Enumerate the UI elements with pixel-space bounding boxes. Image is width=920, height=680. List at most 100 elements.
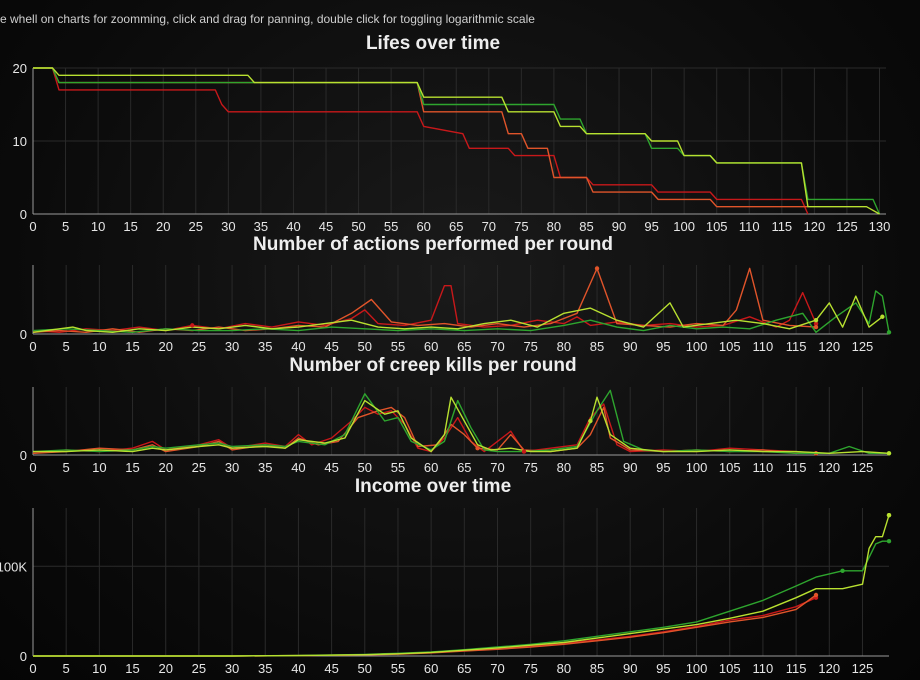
x-tick-label: 105 <box>719 339 741 354</box>
x-tick-label: 20 <box>158 339 172 354</box>
x-tick-label: 100 <box>673 219 695 234</box>
x-tick-label: 50 <box>351 219 365 234</box>
x-tick-label: 50 <box>358 661 372 676</box>
x-tick-label: 65 <box>457 661 471 676</box>
x-tick-label: 10 <box>92 460 106 475</box>
x-tick-label: 60 <box>424 339 438 354</box>
y-tick-label: 10 <box>13 134 27 149</box>
series-line-1 <box>32 267 817 333</box>
y-tick-label: 0 <box>20 207 27 222</box>
x-tick-label: 45 <box>319 219 333 234</box>
x-tick-label: 50 <box>358 339 372 354</box>
x-tick-label: 30 <box>225 339 239 354</box>
x-tick-label: 5 <box>63 460 70 475</box>
x-tick-label: 40 <box>286 219 300 234</box>
chart-title-actions: Number of actions performed per round <box>253 234 613 255</box>
x-tick-label: 0 <box>29 219 36 234</box>
x-tick-label: 85 <box>590 339 604 354</box>
x-tick-label: 65 <box>449 219 463 234</box>
series-line-0 <box>33 67 809 215</box>
series-end-marker <box>886 538 892 544</box>
series-line-2 <box>33 540 889 657</box>
series-line-2 <box>32 290 890 333</box>
x-tick-label: 130 <box>869 219 891 234</box>
x-tick-label: 90 <box>612 219 626 234</box>
y-tick-label: 0 <box>20 327 27 342</box>
x-tick-label: 110 <box>753 339 774 354</box>
x-tick-label: 110 <box>739 219 760 234</box>
x-tick-label: 85 <box>579 219 593 234</box>
x-tick-label: 25 <box>189 219 203 234</box>
x-tick-label: 80 <box>557 661 571 676</box>
x-tick-label: 75 <box>523 661 537 676</box>
series-end-marker <box>886 451 892 456</box>
x-tick-label: 10 <box>92 661 106 676</box>
x-tick-label: 70 <box>482 219 496 234</box>
x-tick-label: 120 <box>818 339 840 354</box>
series-end-marker <box>880 314 885 319</box>
y-tick-label: 0 <box>20 649 27 664</box>
x-tick-label: 55 <box>384 219 398 234</box>
x-tick-label: 110 <box>753 661 774 676</box>
x-tick-label: 80 <box>557 460 571 475</box>
x-tick-label: 110 <box>753 460 774 475</box>
x-tick-label: 40 <box>291 661 305 676</box>
x-tick-label: 5 <box>63 339 70 354</box>
series-line-3 <box>32 295 883 333</box>
x-tick-label: 115 <box>786 460 807 475</box>
x-tick-label: 5 <box>63 661 70 676</box>
x-tick-label: 125 <box>852 339 874 354</box>
x-tick-label: 65 <box>457 339 471 354</box>
x-tick-label: 85 <box>590 460 604 475</box>
x-tick-label: 15 <box>125 460 139 475</box>
series-end-marker <box>813 324 819 330</box>
x-tick-label: 25 <box>192 460 206 475</box>
x-tick-label: 75 <box>523 460 537 475</box>
x-tick-label: 85 <box>590 661 604 676</box>
x-tick-label: 95 <box>656 661 670 676</box>
x-tick-label: 60 <box>424 661 438 676</box>
x-tick-label: 75 <box>523 339 537 354</box>
x-tick-label: 50 <box>358 460 372 475</box>
x-tick-label: 25 <box>192 339 206 354</box>
x-tick-label: 70 <box>490 339 504 354</box>
x-tick-label: 90 <box>623 661 637 676</box>
x-tick-label: 120 <box>804 219 826 234</box>
chart-0: 0 5 10 15 20 25 30 35 40 45 50 55 60 65 70 75 80 85 90 95 10… <box>13 61 891 234</box>
y-tick-label: 20 <box>13 61 27 76</box>
x-tick-label: 45 <box>324 661 338 676</box>
x-tick-label: 100 <box>686 460 708 475</box>
usage-hint: se whell on charts for zoomming, click a… <box>0 12 535 26</box>
data-point-marker <box>840 568 845 573</box>
data-point-marker <box>594 266 600 271</box>
x-tick-label: 125 <box>836 219 858 234</box>
x-tick-label: 30 <box>221 219 235 234</box>
x-tick-label: 15 <box>125 661 139 676</box>
y-tick-label: 0 <box>20 448 27 463</box>
chart-3: 0 5 10 15 20 25 30 35 40 45 50 55 60 65 70 75 80 85 90 95 10… <box>0 508 892 676</box>
x-tick-label: 25 <box>192 661 206 676</box>
x-tick-label: 115 <box>786 661 807 676</box>
chart-title-income: Income over time <box>354 476 512 497</box>
data-point-marker <box>190 323 195 328</box>
x-tick-label: 105 <box>719 460 741 475</box>
x-tick-label: 30 <box>225 460 239 475</box>
x-tick-label: 10 <box>92 339 106 354</box>
x-tick-label: 125 <box>852 661 874 676</box>
x-tick-label: 95 <box>656 339 670 354</box>
series-line-3 <box>33 514 890 657</box>
x-tick-label: 5 <box>62 219 69 234</box>
x-tick-label: 105 <box>719 661 741 676</box>
data-point-marker <box>588 418 593 424</box>
series-line-2 <box>32 389 889 454</box>
x-tick-label: 65 <box>457 460 471 475</box>
x-tick-label: 40 <box>291 460 305 475</box>
data-point-marker <box>886 512 892 518</box>
data-point-marker <box>521 449 527 454</box>
x-tick-label: 55 <box>391 661 405 676</box>
y-tick-label: 100K <box>0 559 27 574</box>
x-tick-label: 60 <box>416 219 430 234</box>
x-tick-label: 30 <box>225 661 239 676</box>
x-tick-label: 45 <box>324 460 338 475</box>
